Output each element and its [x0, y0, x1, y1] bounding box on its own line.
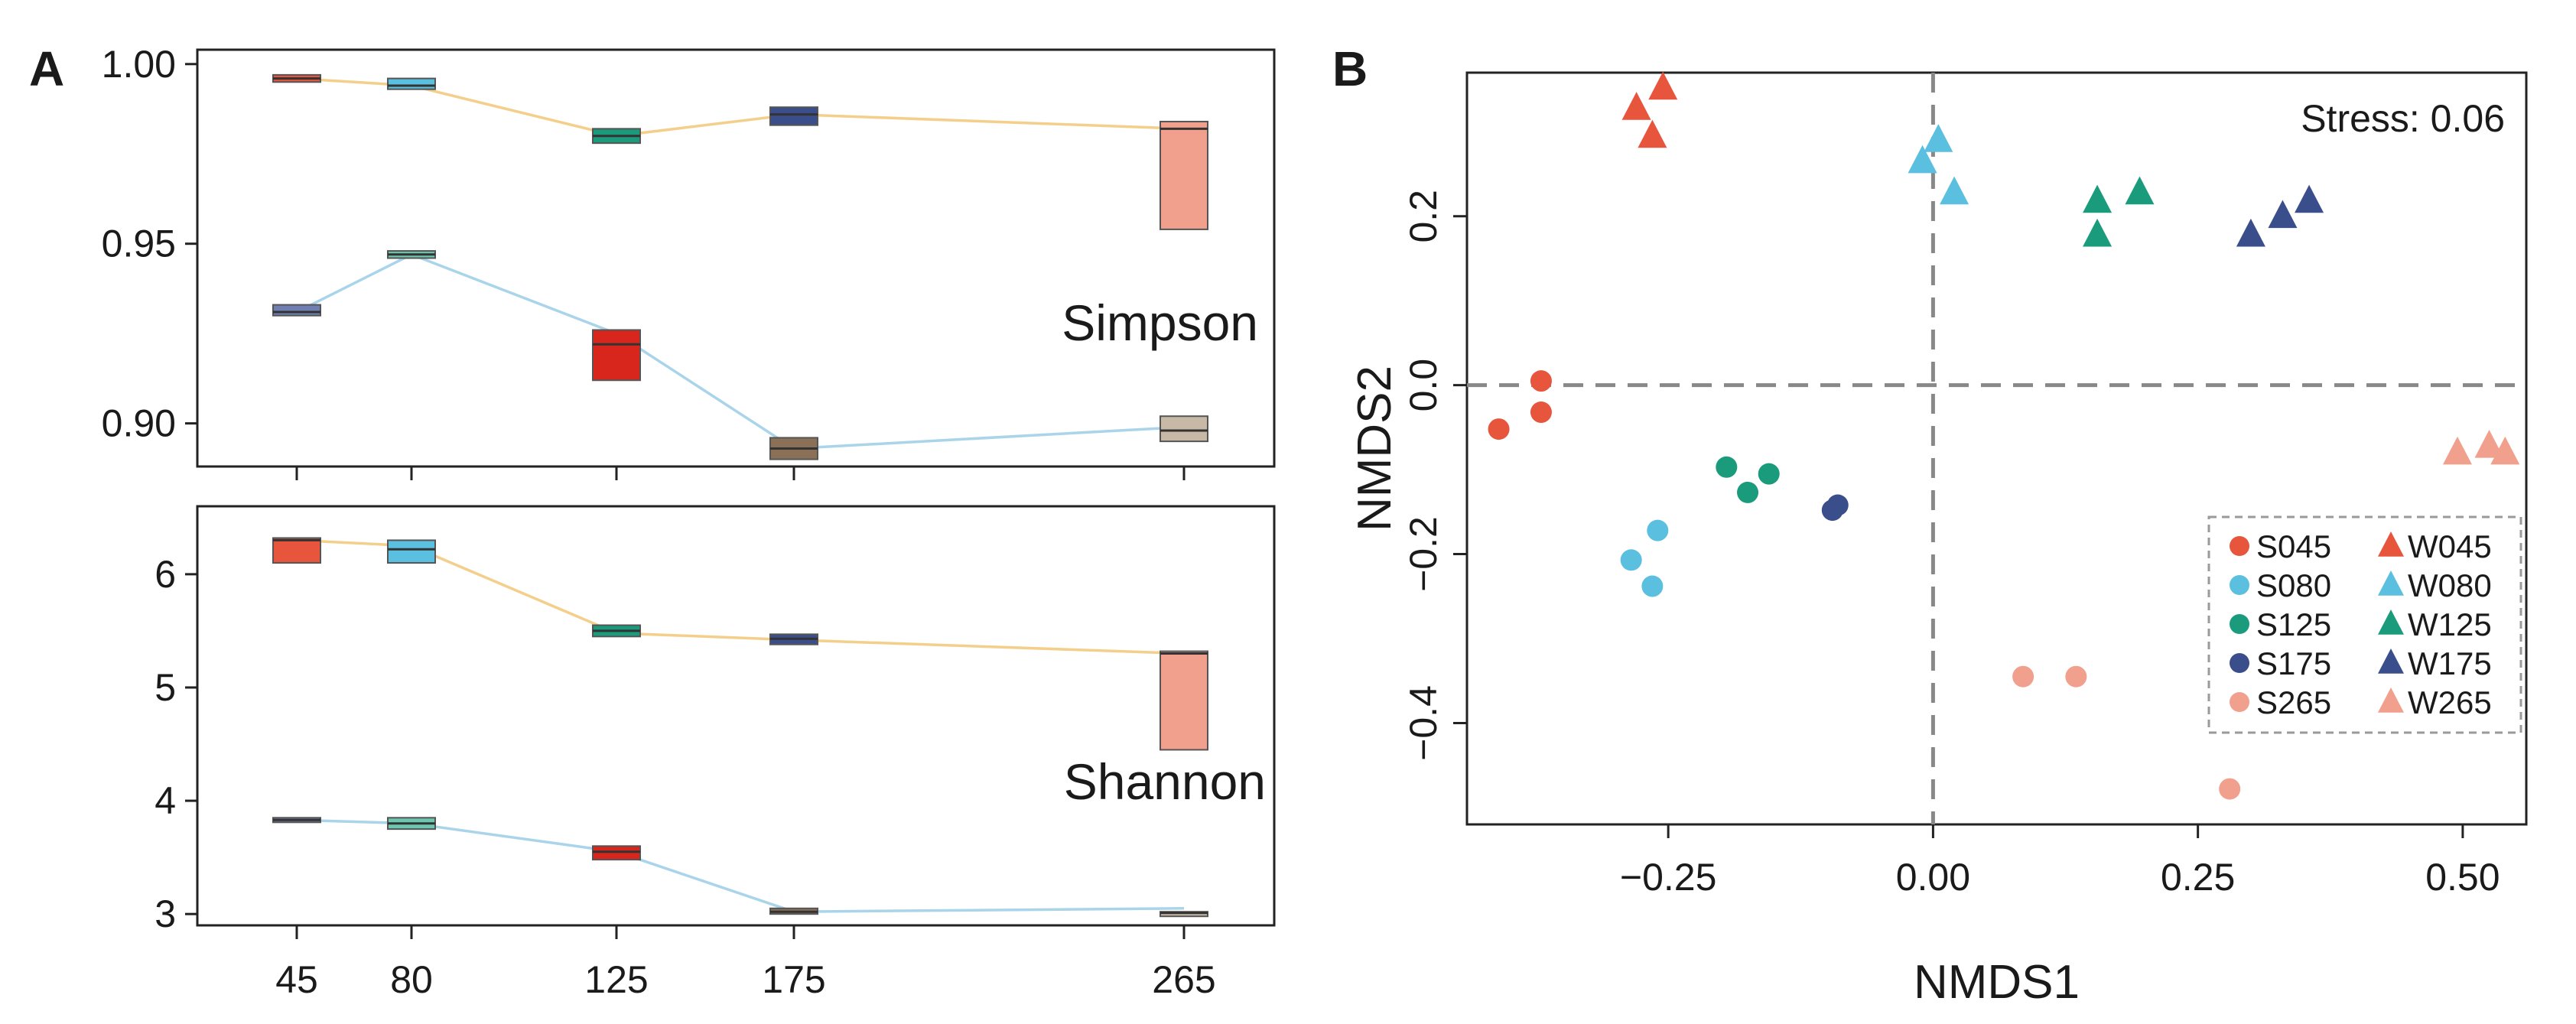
- point-w125: [2083, 184, 2113, 213]
- nmds-y-axis-title: NMDS2: [1348, 366, 1401, 532]
- legend-marker-w080: [2378, 571, 2404, 596]
- point-w125: [2083, 218, 2113, 247]
- simpson-ytick-label: 0.90: [102, 402, 176, 445]
- point-s125: [1716, 456, 1738, 478]
- simpson-lower-box: [592, 329, 641, 382]
- legend-marker-w175: [2378, 649, 2404, 674]
- simpson-lower-box: [1160, 415, 1208, 443]
- legend-label-w175: W175: [2408, 645, 2492, 681]
- point-s080: [1647, 519, 1669, 541]
- nmds-x-axis-title: NMDS1: [1914, 956, 2080, 1009]
- point-s175: [1826, 494, 1849, 516]
- legend-label-s045: S045: [2256, 528, 2331, 564]
- point-w265: [2490, 436, 2520, 465]
- point-s125: [1758, 463, 1780, 485]
- point-s045: [1530, 401, 1552, 424]
- point-w080: [1940, 176, 1969, 205]
- legend-marker-s080: [2230, 575, 2249, 595]
- nmds-ytick-label: −0.2: [1402, 516, 1445, 592]
- nmds-ytick-label: −0.4: [1402, 685, 1445, 761]
- simpson-ytick-label: 1.00: [102, 43, 176, 86]
- point-w125: [2125, 176, 2155, 205]
- simpson-upper-box: [387, 77, 436, 90]
- point-w045: [1648, 71, 1678, 100]
- legend-marker-s175: [2230, 653, 2249, 673]
- legend-label-s080: S080: [2256, 567, 2331, 603]
- shannon-metric-label: Shannon: [1064, 753, 1266, 810]
- shannon-ytick-label: 5: [154, 666, 176, 709]
- point-w265: [2442, 436, 2472, 465]
- simpson-upper-box: [1160, 120, 1208, 230]
- point-w175: [2268, 200, 2298, 229]
- legend-marker-w265: [2378, 688, 2404, 713]
- legend-label-s175: S175: [2256, 645, 2331, 681]
- point-s125: [1737, 481, 1759, 503]
- point-s080: [1620, 549, 1642, 571]
- simpson-upper-box: [769, 106, 818, 126]
- panel-b-letter: B: [1332, 41, 1368, 96]
- nmds-xtick-label: 0.25: [2161, 856, 2235, 899]
- legend-label-w045: W045: [2408, 528, 2492, 564]
- legend-label-w080: W080: [2408, 567, 2492, 603]
- legend-label-w265: W265: [2408, 684, 2492, 720]
- simpson-ytick-label: 0.95: [102, 223, 176, 265]
- simpson-panel: 0.90 0.95 1.00 Simpson: [102, 43, 1276, 480]
- legend-label-s265: S265: [2256, 684, 2331, 720]
- point-w045: [1638, 119, 1667, 148]
- shannon-upper-box: [387, 539, 436, 564]
- nmds-ytick-label: 0.0: [1402, 359, 1445, 412]
- shannon-xtick-label: 125: [584, 958, 648, 1001]
- nmds-plot-frame: [1465, 71, 2528, 826]
- point-w080: [1908, 145, 1937, 174]
- point-w265: [2474, 429, 2504, 458]
- stress-annotation: Stress: 0.06: [2301, 97, 2505, 140]
- panel-a-letter: A: [29, 41, 64, 96]
- shannon-xtick-label: 45: [275, 958, 318, 1001]
- shannon-xtick-label: 80: [390, 958, 433, 1001]
- legend-frame: [2207, 515, 2522, 734]
- point-w080: [1924, 124, 1953, 152]
- simpson-metric-label: Simpson: [1062, 294, 1258, 351]
- shannon-ytick-label: 6: [154, 553, 176, 596]
- nmds-xtick-label: 0.00: [1896, 856, 1970, 899]
- shannon-plot-frame: [196, 505, 1276, 927]
- point-s265: [2219, 778, 2241, 800]
- legend-marker-s045: [2230, 536, 2249, 556]
- shannon-upper-box: [1160, 650, 1208, 751]
- nmds-ytick-label: 0.2: [1402, 190, 1445, 243]
- nmds-panel: −0.25 0.00 0.25 0.50 −0.4 −0.2 0.0 0.2 NMDS1 NMDS…: [1348, 71, 2528, 1009]
- nmds-xtick-label: −0.25: [1620, 856, 1717, 899]
- point-w175: [2295, 184, 2324, 213]
- nmds-xtick-label: 0.50: [2425, 856, 2500, 899]
- shannon-xtick-label: 265: [1152, 958, 1215, 1001]
- legend-label-s125: S125: [2256, 606, 2331, 642]
- point-s080: [1641, 575, 1664, 597]
- point-s265: [2012, 665, 2034, 688]
- point-w175: [2236, 218, 2265, 247]
- legend-marker-s265: [2230, 692, 2249, 712]
- point-s265: [2065, 665, 2087, 688]
- point-s045: [1488, 418, 1510, 440]
- simpson-plot-frame: [196, 48, 1276, 468]
- shannon-xtick-label: 175: [762, 958, 825, 1001]
- shannon-ytick-label: 4: [154, 779, 176, 822]
- legend-marker-w045: [2378, 532, 2404, 557]
- point-w045: [1621, 92, 1651, 120]
- simpson-lower-box: [272, 304, 321, 317]
- legend-marker-s125: [2230, 614, 2249, 634]
- shannon-ytick-label: 3: [154, 892, 176, 935]
- point-s045: [1530, 370, 1552, 392]
- shannon-upper-box: [272, 537, 321, 564]
- legend-marker-w125: [2378, 610, 2404, 635]
- legend-label-w125: W125: [2408, 606, 2492, 642]
